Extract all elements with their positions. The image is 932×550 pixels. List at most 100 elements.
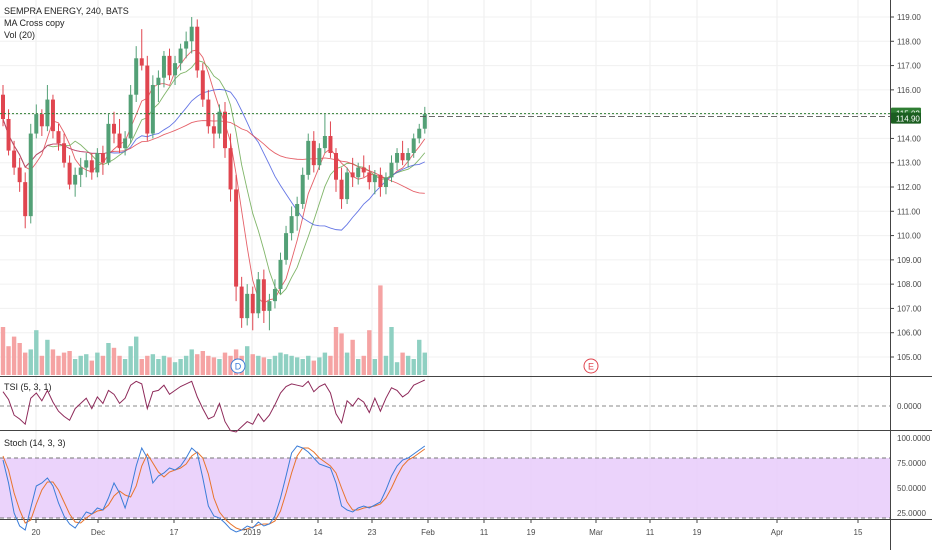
volume-bar-58 [322,352,328,375]
candle-body-48[interactable] [267,301,272,311]
candle-body-57[interactable] [317,148,322,166]
candle-body-50[interactable] [278,259,283,289]
candle-body-58[interactable] [322,136,327,149]
volume-bar-48 [267,359,272,375]
candle-body-32[interactable] [178,48,183,64]
candle-body-52[interactable] [289,216,294,234]
candle-body-7[interactable] [39,114,44,127]
candle-body-40[interactable] [223,111,227,149]
candle-body-20[interactable] [112,123,116,134]
candle-body-25[interactable] [139,58,144,66]
candle-body-29[interactable] [161,55,166,78]
candle-body-1[interactable] [6,119,11,151]
candle-body-13[interactable] [73,174,78,185]
candle-body-0[interactable] [1,94,5,119]
candle-body-23[interactable] [128,94,133,139]
candle-body-9[interactable] [50,99,55,132]
candle-body-39[interactable] [217,111,222,134]
earnings-marker[interactable]: E [583,358,599,374]
candle-body-62[interactable] [345,172,350,200]
candle-body-70[interactable] [389,162,394,178]
candle-body-73[interactable] [406,153,411,161]
candle-body-53[interactable] [295,204,300,217]
tsi-legend[interactable]: TSI (5, 3, 1) [4,382,52,392]
candle-body-60[interactable] [334,153,338,180]
candle-body-67[interactable] [372,174,377,183]
candle-body-24[interactable] [134,58,139,95]
candle-body-37[interactable] [206,99,211,127]
candle-body-44[interactable] [245,293,250,319]
candle-body-18[interactable] [100,153,105,163]
moving-averages [2,49,426,304]
candle-body-14[interactable] [78,167,83,175]
candle-body-35[interactable] [195,26,200,71]
candle-body-19[interactable] [106,123,111,163]
volume-bar-52 [289,355,294,375]
volume-bar-7 [39,355,45,375]
candle-body-2[interactable] [12,150,17,168]
volume-bar-2 [11,336,17,375]
candle-body-64[interactable] [356,167,361,178]
time-tick-label-7: 11 [480,528,489,537]
candle-body-8[interactable] [45,99,50,127]
candle-body-41[interactable] [228,148,233,190]
volume-bar-0 [0,327,6,375]
candle-body-30[interactable] [167,55,172,76]
candle-body-5[interactable] [28,133,33,217]
candle-body-76[interactable] [422,114,427,129]
candle-body-3[interactable] [17,167,22,183]
candle-body-12[interactable] [67,162,72,185]
candle-body-15[interactable] [84,160,89,168]
candle-body-4[interactable] [23,182,28,217]
volume-bar-4 [23,352,28,375]
candle-body-49[interactable] [272,289,277,302]
stoch-legend[interactable]: Stoch (14, 3, 3) [4,438,66,448]
candle-body-36[interactable] [200,70,205,100]
price-tick-label-10: 109.00 [897,256,922,265]
candle-body-6[interactable] [34,114,39,134]
candle-body-61[interactable] [339,179,344,200]
candle-body-43[interactable] [239,286,244,319]
candle-body-46[interactable] [256,279,261,314]
price-candles[interactable] [1,17,427,331]
price-axis-ticks: 119.00118.00117.00116.00115.00114.00113.… [890,13,922,362]
candle-body-75[interactable] [417,128,422,139]
candle-body-71[interactable] [395,153,400,163]
candle-body-45[interactable] [250,293,255,314]
candle-body-51[interactable] [284,233,289,260]
candle-body-56[interactable] [311,140,316,166]
candle-body-11[interactable] [62,143,67,163]
candle-body-16[interactable] [89,160,94,173]
candle-body-42[interactable] [234,189,239,287]
candle-body-26[interactable] [145,65,150,134]
volume-bar-73 [405,355,411,375]
dividend-marker[interactable]: D [230,358,246,374]
candle-body-38[interactable] [211,126,216,134]
candle-body-47[interactable] [261,279,266,311]
candle-body-69[interactable] [383,177,388,187]
time-tick-label-6: Feb [421,528,435,537]
candle-body-22[interactable] [123,138,128,149]
candle-body-27[interactable] [150,85,155,134]
candle-body-21[interactable] [117,133,122,149]
volume-legend[interactable]: Vol (20) [4,30,35,40]
candle-body-65[interactable] [361,167,366,173]
volume-bar-56 [311,360,316,375]
candle-body-63[interactable] [350,172,355,178]
candle-body-31[interactable] [173,63,178,76]
candle-body-55[interactable] [306,140,311,175]
candle-body-66[interactable] [367,172,372,183]
candle-body-72[interactable] [400,153,405,161]
candle-body-33[interactable] [184,41,189,49]
tsi-axis-ticks: 0.0000 [897,402,922,411]
candle-body-59[interactable] [328,136,333,153]
candle-body-10[interactable] [56,131,61,144]
candle-body-54[interactable] [300,174,305,204]
candle-body-34[interactable] [189,26,194,42]
candle-body-17[interactable] [95,153,100,173]
candle-body-68[interactable] [378,174,383,187]
candle-body-28[interactable] [156,77,161,85]
ma-cross-legend[interactable]: MA Cross copy [4,18,65,28]
candle-body-74[interactable] [411,138,416,153]
